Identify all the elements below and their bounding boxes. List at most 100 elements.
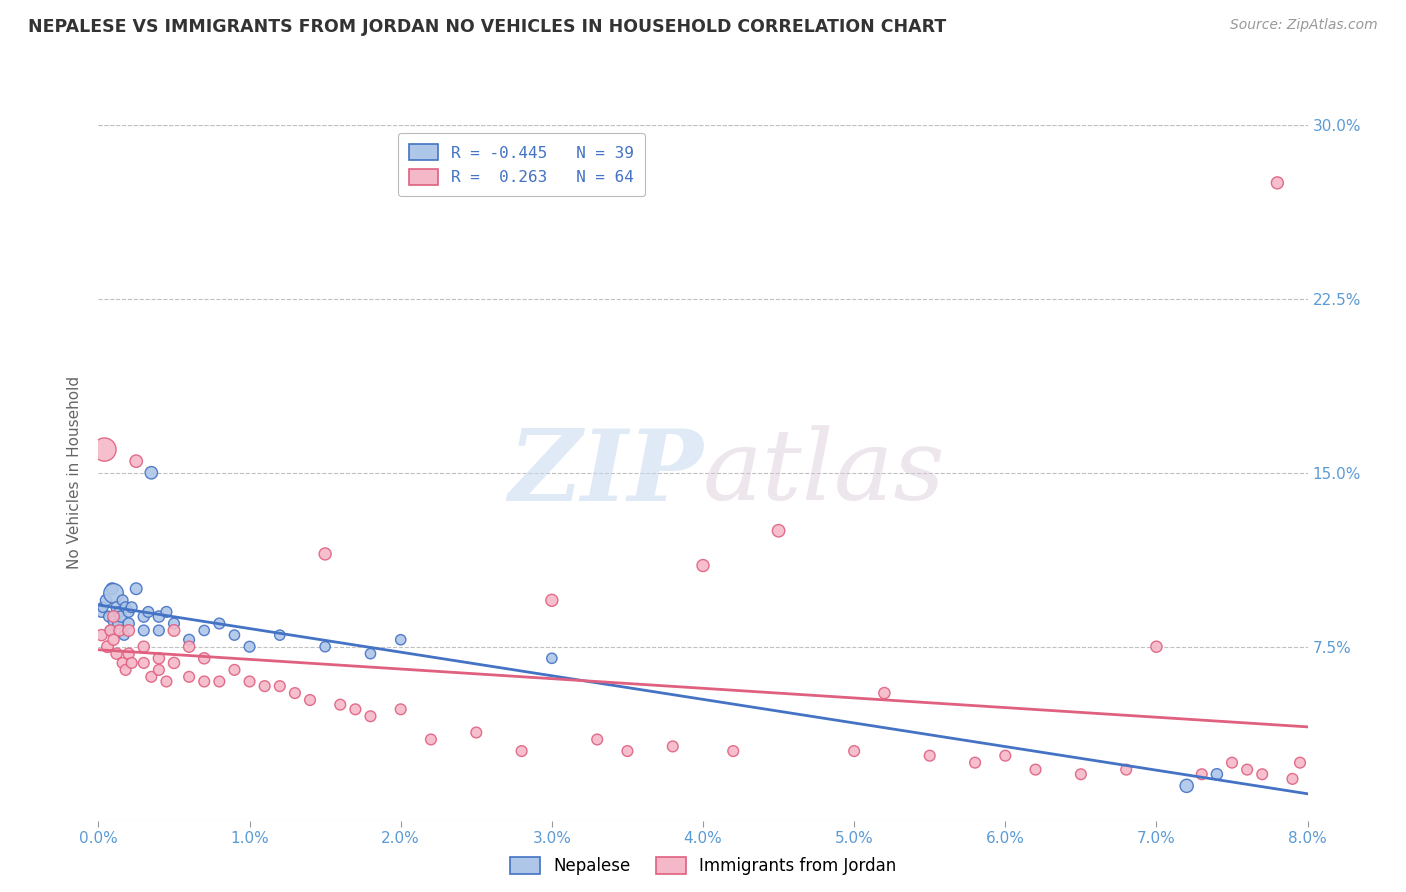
Point (179, 640, 201, 654)
Point (163, 624, 186, 638)
Point (96, 640, 118, 654)
Point (224, 663, 246, 677)
Point (994, 748, 1017, 763)
Point (586, 732, 609, 747)
Point (389, 702, 412, 716)
Point (1251, 767, 1274, 781)
Point (132, 624, 155, 638)
Point (103, 614, 125, 628)
Point (132, 609, 155, 624)
Point (163, 656, 186, 670)
Point (239, 674, 262, 689)
Point (112, 628, 135, 642)
Point (148, 624, 170, 638)
Point (1289, 756, 1312, 770)
Point (541, 651, 564, 665)
Point (103, 632, 125, 647)
Point (208, 616, 231, 631)
Point (420, 732, 443, 747)
Point (141, 466, 163, 480)
Text: atlas: atlas (703, 425, 946, 520)
Point (844, 744, 866, 758)
Point (125, 582, 148, 596)
Point (541, 593, 564, 607)
Point (360, 647, 382, 661)
Point (662, 739, 685, 754)
Point (100, 624, 122, 638)
Point (105, 600, 128, 615)
Point (1115, 763, 1137, 777)
Point (155, 674, 177, 689)
Point (873, 686, 896, 700)
Point (692, 558, 714, 573)
Point (121, 656, 143, 670)
Point (179, 632, 201, 647)
Point (314, 640, 336, 654)
Point (389, 632, 412, 647)
Point (918, 748, 941, 763)
Point (148, 651, 170, 665)
Point (193, 651, 215, 665)
Point (148, 609, 170, 624)
Point (118, 616, 141, 631)
Point (1236, 763, 1258, 777)
Text: NEPALESE VS IMMIGRANTS FROM JORDAN NO VEHICLES IN HOUSEHOLD CORRELATION CHART: NEPALESE VS IMMIGRANTS FROM JORDAN NO VE… (28, 18, 946, 36)
Point (94, 593, 117, 607)
Point (103, 586, 125, 600)
Point (108, 605, 131, 619)
Point (163, 616, 186, 631)
Point (510, 744, 533, 758)
Point (269, 679, 291, 693)
Point (103, 609, 125, 624)
Point (90, 605, 112, 619)
Point (101, 582, 124, 596)
Point (360, 709, 382, 723)
Y-axis label: No Vehicles in Household: No Vehicles in Household (67, 376, 83, 569)
Point (965, 756, 987, 770)
Text: Source: ZipAtlas.com: Source: ZipAtlas.com (1230, 18, 1378, 32)
Point (193, 624, 215, 638)
Point (141, 670, 163, 684)
Point (91, 600, 114, 615)
Legend: Nepalese, Immigrants from Jordan: Nepalese, Immigrants from Jordan (503, 850, 903, 882)
Point (269, 628, 291, 642)
Point (1220, 756, 1243, 770)
Point (148, 663, 170, 677)
Point (1281, 772, 1303, 786)
Point (344, 702, 367, 716)
Point (768, 524, 790, 538)
Point (314, 547, 336, 561)
Point (100, 624, 122, 638)
Point (111, 656, 134, 670)
Point (98, 609, 121, 624)
Point (118, 647, 141, 661)
Point (118, 624, 141, 638)
Point (616, 744, 638, 758)
Point (93, 442, 115, 457)
Text: ZIP: ZIP (508, 425, 703, 521)
Point (125, 454, 148, 468)
Point (132, 656, 155, 670)
Point (114, 663, 136, 677)
Point (1191, 767, 1213, 781)
Point (105, 647, 128, 661)
Point (1146, 640, 1168, 654)
Point (284, 686, 307, 700)
Point (193, 674, 215, 689)
Point (110, 609, 132, 624)
Point (1206, 767, 1229, 781)
Point (107, 616, 129, 631)
Point (253, 679, 276, 693)
Point (111, 593, 134, 607)
Point (299, 693, 322, 707)
Point (132, 640, 155, 654)
Point (239, 640, 262, 654)
Point (136, 605, 159, 619)
Point (1267, 176, 1289, 190)
Point (155, 605, 177, 619)
Point (90, 628, 112, 642)
Point (465, 725, 488, 739)
Point (118, 605, 141, 619)
Point (224, 628, 246, 642)
Point (1025, 763, 1047, 777)
